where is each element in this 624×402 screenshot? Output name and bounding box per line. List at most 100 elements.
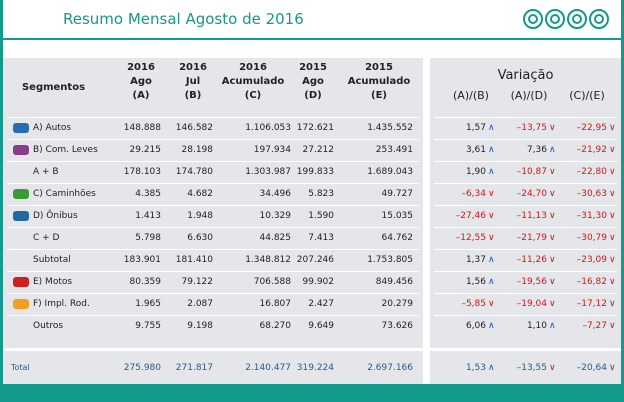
column-header: 2015	[299, 62, 327, 73]
variation-value: –19,56	[516, 277, 547, 287]
cell-value: 5.798	[135, 233, 161, 243]
cell-value: 1.435.552	[367, 123, 413, 133]
column-header: Acumulado	[221, 76, 285, 87]
column-header: Acumulado	[347, 76, 411, 87]
cell-value: 181.410	[175, 255, 213, 265]
row-separator	[7, 249, 419, 250]
row-separator	[7, 271, 419, 272]
row-label: B) Com. Leves	[33, 145, 98, 155]
trend-arrow: ∨	[609, 145, 616, 155]
cell-value: 1.413	[135, 211, 161, 221]
variation-value: –30,63	[576, 189, 607, 199]
trend-arrow: ∧	[488, 363, 495, 373]
cell-value: 2.087	[187, 299, 213, 309]
trend-arrow: ∨	[609, 123, 616, 133]
variation-value: –22,80	[576, 167, 607, 177]
trend-arrow: ∧	[549, 145, 556, 155]
column-header: (E)	[371, 90, 387, 101]
trend-arrow: ∨	[549, 299, 556, 309]
cell-value: 146.582	[175, 123, 213, 133]
trend-arrow: ∧	[488, 255, 495, 265]
row-label: F) Impl. Rod.	[33, 299, 90, 309]
variation-value: –21,92	[576, 145, 607, 155]
segment-icon	[13, 211, 29, 221]
variation-header: (A)/(B)	[453, 89, 489, 102]
trend-arrow: ∨	[488, 299, 495, 309]
row-label: A + B	[33, 167, 59, 177]
variation-value: 1,56	[465, 277, 486, 287]
variation-value: –22,95	[576, 123, 607, 133]
cell-value: 10.329	[259, 211, 292, 221]
cell-value: 1.689.043	[367, 167, 413, 177]
cell-value: 849.456	[375, 277, 413, 287]
trend-arrow: ∧	[549, 321, 556, 331]
variation-value: 1,57	[465, 123, 486, 133]
variation-header: (C)/(E)	[569, 89, 605, 102]
variation-value: –23,09	[576, 255, 607, 265]
row-separator	[7, 205, 419, 206]
variation-value: 7,36	[526, 145, 547, 155]
row-separator	[434, 117, 617, 118]
variation-value: –13,55	[516, 363, 547, 373]
variation-value: 3,61	[465, 145, 486, 155]
cell-value: 1.348.812	[245, 255, 291, 265]
cell-value: 148.888	[123, 123, 161, 133]
trend-arrow: ∨	[609, 189, 616, 199]
column-header: Jul	[185, 76, 201, 87]
trend-arrow: ∨	[549, 233, 556, 243]
cell-value: 706.588	[253, 277, 291, 287]
cell-value: 73.626	[381, 321, 414, 331]
cell-value: 1.590	[308, 211, 334, 221]
row-label: Subtotal	[33, 255, 71, 265]
cell-value: 9.198	[187, 321, 213, 331]
cell-value: 27.212	[302, 145, 335, 155]
trend-arrow: ∧	[488, 321, 495, 331]
row-label: D) Ônibus	[33, 211, 78, 221]
variation-value: 1,90	[465, 167, 486, 177]
row-separator	[434, 271, 617, 272]
row-label: A) Autos	[33, 123, 72, 133]
row-separator	[434, 183, 617, 184]
variation-value: –17,12	[576, 299, 607, 309]
variation-value: –5,85	[461, 299, 486, 309]
cell-value: 1.303.987	[245, 167, 291, 177]
row-separator	[7, 117, 419, 118]
row-separator	[7, 293, 419, 294]
variation-value: –7,27	[582, 321, 607, 331]
logos	[523, 9, 609, 29]
cell-value: 1.753.805	[367, 255, 413, 265]
trend-arrow: ∨	[609, 363, 616, 373]
cell-value: 2.697.166	[367, 363, 413, 373]
cell-value: 29.215	[129, 145, 162, 155]
row-label: E) Motos	[33, 277, 73, 287]
variation-value: –30,79	[576, 233, 607, 243]
trend-arrow: ∨	[549, 363, 556, 373]
row-label: Outros	[33, 321, 64, 331]
cell-value: 199.833	[296, 167, 334, 177]
cell-value: 6.630	[187, 233, 213, 243]
column-header: 2016	[239, 62, 267, 73]
column-header: 2015	[365, 62, 393, 73]
column-header: 2016	[179, 62, 207, 73]
variation-value: 1,37	[465, 255, 486, 265]
variation-value: –16,82	[576, 277, 607, 287]
column-header: (C)	[244, 90, 262, 101]
trend-arrow: ∧	[488, 123, 495, 133]
cell-value: 44.825	[259, 233, 292, 243]
cell-value: 79.122	[181, 277, 214, 287]
cell-value: 64.762	[381, 233, 414, 243]
cell-value: 99.902	[302, 277, 335, 287]
cell-value: 183.901	[123, 255, 161, 265]
cell-value: 20.279	[381, 299, 414, 309]
variation-value: –19,04	[516, 299, 547, 309]
row-separator	[7, 161, 419, 162]
trend-arrow: ∨	[549, 211, 556, 221]
content: Variação Segmentos 2016 Ago (A) 2016 Jul (B) 20…	[3, 40, 621, 384]
cell-value: 16.807	[259, 299, 292, 309]
cell-value: 319.224	[296, 363, 334, 373]
trend-arrow: ∨	[488, 211, 495, 221]
row-label: C + D	[33, 233, 60, 243]
cell-value: 80.359	[129, 277, 162, 287]
variation-value: –11,13	[516, 211, 547, 221]
row-separator	[7, 315, 419, 316]
